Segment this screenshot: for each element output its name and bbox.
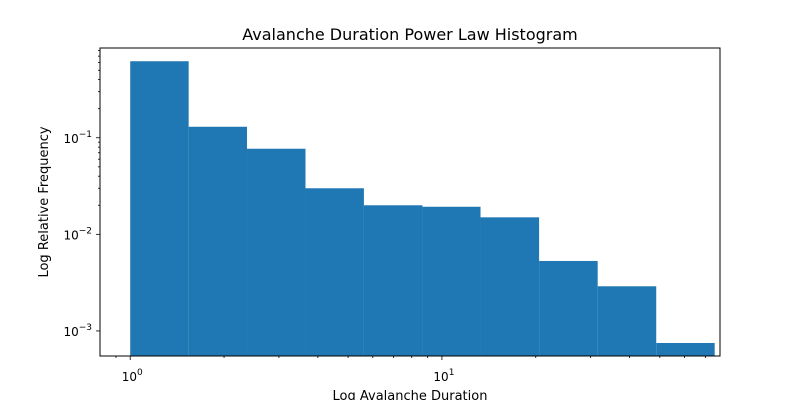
histogram-bar-6 bbox=[422, 206, 481, 356]
bars-layer bbox=[130, 61, 715, 356]
histogram-bar-2 bbox=[188, 126, 248, 356]
y-tick-label: 10−3 bbox=[63, 323, 92, 339]
histogram-bar-4 bbox=[305, 188, 364, 356]
histogram-bar-9 bbox=[597, 286, 657, 356]
histogram-bar-1 bbox=[130, 61, 189, 356]
y-tick-label: 10−1 bbox=[63, 130, 92, 146]
x-tick-label: 101 bbox=[433, 368, 454, 384]
x-tick-label: 100 bbox=[122, 368, 143, 384]
histogram-bar-3 bbox=[247, 148, 306, 356]
histogram-bar-8 bbox=[539, 260, 598, 356]
histogram-bar-10 bbox=[656, 342, 715, 356]
plot-frame bbox=[99, 47, 721, 357]
y-tick-label: 10−2 bbox=[63, 226, 92, 242]
chart-title: Avalanche Duration Power Law Histogram bbox=[242, 25, 577, 44]
y-axis-label: Log Relative Frequency bbox=[37, 126, 52, 277]
histogram-bar-5 bbox=[363, 205, 423, 356]
x-axis-label: Log Avalanche Duration bbox=[333, 389, 488, 400]
histogram-bar-7 bbox=[480, 217, 540, 356]
